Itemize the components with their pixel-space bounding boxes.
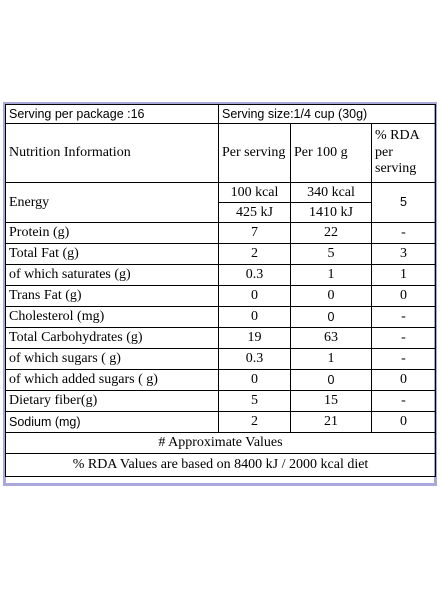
per-100g-value: 0 (290, 285, 372, 307)
rda-value: - (370, 222, 437, 244)
per-serving-value: 0 (218, 285, 291, 307)
table-row: Sodium (mg) 2 21 0 (5, 411, 437, 433)
rda-value: 1 (370, 264, 437, 286)
nutrient-label: of which saturates (g) (5, 264, 219, 286)
table-row: of which saturates (g) 0.3 1 1 (5, 264, 437, 286)
per-serving-value: 2 (218, 243, 291, 265)
per-100g-value: 0 (290, 369, 372, 391)
per-serving-value: 5 (218, 390, 291, 412)
table-row: Protein (g) 7 22 - (5, 222, 437, 244)
serving-per-package: Serving per package :16 (5, 104, 219, 124)
col-header-nutrition-information: Nutrition Information (5, 123, 219, 183)
per-100g-value: 21 (290, 411, 372, 433)
energy-serving-kj: 425 kJ (236, 205, 273, 220)
per-100g-value: 22 (290, 222, 372, 244)
footnote-row: # Approximate Values (4, 432, 437, 454)
rda-basis-note: % RDA Values are based on 8400 kJ / 2000… (4, 453, 437, 477)
col-header-per-serving: Per serving (218, 123, 291, 183)
serving-size: Serving size:1/4 cup (30g) (217, 104, 437, 124)
per-100g-value: 0 (290, 306, 372, 328)
rda-value: - (370, 390, 437, 412)
rda-value: 0 (370, 411, 437, 433)
rda-value: - (370, 348, 437, 370)
rda-value: 0 (370, 369, 437, 391)
per-100g-value: 5 (290, 243, 372, 265)
nutrient-label: of which added sugars ( g) (5, 369, 219, 391)
approximate-values-note: # Approximate Values (4, 432, 437, 454)
energy-label: Energy (5, 182, 219, 223)
rda-value: 3 (370, 243, 437, 265)
per-serving-value: 19 (218, 327, 291, 349)
per-serving-value: 0 (218, 306, 291, 328)
table-row: Total Carbohydrates (g) 19 63 - (5, 327, 437, 349)
table-row: Trans Fat (g) 0 0 0 (5, 285, 437, 307)
per-100g-value: 1 (290, 264, 372, 286)
table-row: Dietary fiber(g) 5 15 - (5, 390, 437, 412)
nutrient-label: Sodium (mg) (5, 411, 219, 433)
rda-value: 0 (370, 285, 437, 307)
nutrient-label: Total Carbohydrates (g) (5, 327, 219, 349)
energy-per-100g: 340 kcal 1410 kJ (290, 182, 372, 223)
per-serving-value: 0 (218, 369, 291, 391)
nutrient-label: Cholesterol (mg) (5, 306, 219, 328)
per-serving-value: 0.3 (218, 264, 291, 286)
nutrient-label: Total Fat (g) (5, 243, 219, 265)
energy-per100-kcal: 340 kcal (291, 184, 371, 203)
col-header-rda: % RDA per serving (370, 123, 437, 183)
rda-value: - (370, 306, 437, 328)
per-100g-value: 1 (290, 348, 372, 370)
footnote-row: % RDA Values are based on 8400 kJ / 2000… (4, 453, 437, 477)
nutrient-label: of which sugars ( g) (5, 348, 219, 370)
col-header-per-100g: Per 100 g (290, 123, 372, 183)
nutrient-label: Trans Fat (g) (5, 285, 219, 307)
per-serving-value: 2 (218, 411, 291, 433)
table-row: Total Fat (g) 2 5 3 (5, 243, 437, 265)
table-row: Cholesterol (mg) 0 0 - (5, 306, 437, 328)
per-serving-value: 7 (218, 222, 291, 244)
serving-info-row: Serving per package :16 Serving size:1/4… (5, 104, 437, 124)
table-row: of which sugars ( g) 0.3 1 - (5, 348, 437, 370)
per-100g-value: 63 (290, 327, 372, 349)
energy-per100-kj: 1410 kJ (309, 205, 353, 220)
energy-serving-kcal: 100 kcal (219, 184, 290, 203)
energy-per-serving: 100 kcal 425 kJ (218, 182, 291, 223)
per-serving-value: 0.3 (218, 348, 291, 370)
nutrition-facts-table: Serving per package :16 Serving size:1/4… (4, 104, 437, 477)
energy-row: Energy 100 kcal 425 kJ 340 kcal 1410 kJ … (5, 182, 437, 223)
nutrient-label: Dietary fiber(g) (5, 390, 219, 412)
table-row: of which added sugars ( g) 0 0 0 (5, 369, 437, 391)
column-header-row: Nutrition Information Per serving Per 10… (5, 123, 437, 183)
nutrient-label: Protein (g) (5, 222, 219, 244)
per-100g-value: 15 (290, 390, 372, 412)
energy-rda: 5 (370, 182, 437, 223)
rda-value: - (370, 327, 437, 349)
